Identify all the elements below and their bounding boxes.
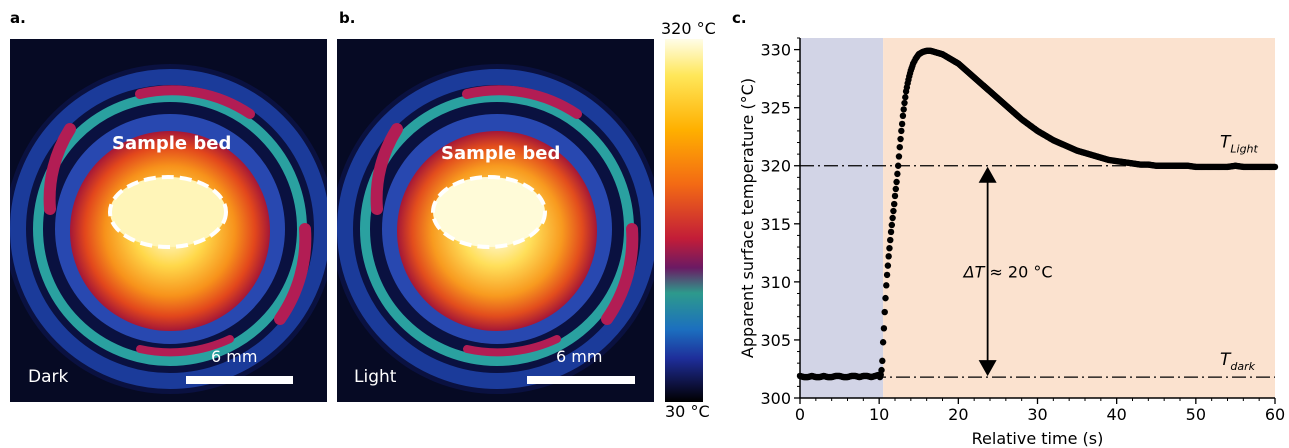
colorbar-min-label: 30 °C	[665, 402, 710, 421]
delta-t-value: ≈ 20 °C	[984, 262, 1052, 281]
data-point	[885, 253, 892, 260]
x-axis-label: Relative time (s)	[972, 429, 1104, 448]
condition-label-light: Light	[354, 367, 397, 387]
reference-line-label: Tdark	[1220, 350, 1256, 373]
temperature-colorbar	[665, 39, 703, 402]
x-tick-label: 20	[948, 405, 968, 424]
y-tick-label: 325	[760, 99, 791, 118]
dark-period-shading	[800, 38, 884, 398]
y-tick-label: 305	[760, 331, 791, 350]
thermal-image-light	[337, 39, 654, 402]
panel-b-label: b.	[339, 9, 356, 27]
data-point	[878, 366, 885, 374]
light-period-shading	[883, 38, 1275, 398]
data-point	[883, 271, 891, 279]
thermal-image-dark	[10, 39, 327, 402]
thermal-image-graphic	[337, 39, 654, 402]
data-point	[891, 192, 899, 200]
data-point	[890, 207, 897, 215]
data-point	[879, 339, 887, 346]
y-tick-label: 330	[760, 41, 791, 60]
scale-bar-label-b: 6 mm	[556, 347, 603, 366]
data-point	[901, 99, 908, 107]
data-point	[894, 162, 902, 169]
x-tick-label: 50	[1186, 405, 1206, 424]
condition-label-dark: Dark	[28, 367, 69, 387]
data-point	[891, 200, 898, 208]
data-point	[886, 244, 893, 252]
x-tick-label: 40	[1106, 405, 1126, 424]
data-point	[899, 112, 907, 120]
reference-line-subscript: dark	[1230, 360, 1255, 373]
data-point	[902, 94, 909, 101]
y-axis-ticks: 300 305 310 315 320 325 330	[760, 37, 800, 408]
x-tick-label: 30	[1027, 405, 1047, 424]
data-point	[883, 282, 890, 289]
scale-bar-b	[527, 376, 635, 384]
reference-line-subscript: Light	[1230, 143, 1258, 156]
data-point	[895, 153, 903, 160]
arrow-head-up	[978, 166, 997, 183]
sample-bed-label-a: Sample bed	[112, 133, 232, 154]
arrow-head-down	[978, 360, 997, 377]
x-tick-label: 0	[795, 405, 805, 424]
thermal-image-graphic	[10, 39, 327, 402]
data-point	[898, 127, 905, 135]
data-point	[894, 170, 901, 178]
x-tick-label: 60	[1265, 405, 1285, 424]
y-tick-label: 315	[760, 215, 791, 234]
delta-t-symbol: ΔT	[962, 262, 986, 281]
panel-c-label: c.	[732, 9, 747, 27]
delta-t-arrow	[978, 166, 997, 377]
y-tick-label: 300	[760, 389, 791, 408]
reference-line-symbol: T	[1220, 133, 1232, 153]
scale-bar-a	[186, 376, 293, 384]
panel-a-label: a.	[10, 9, 26, 27]
colorbar-max-label: 320 °C	[661, 19, 716, 38]
data-point	[900, 106, 907, 113]
data-point	[887, 236, 894, 244]
data-points	[796, 47, 1279, 381]
y-tick-label: 310	[760, 273, 791, 292]
data-point	[880, 325, 888, 332]
data-point	[893, 178, 900, 186]
data-point	[892, 185, 899, 193]
data-point	[888, 221, 896, 229]
data-point	[881, 308, 888, 316]
data-point	[898, 120, 906, 128]
data-point	[882, 294, 889, 302]
reference-line-symbol: T	[1220, 350, 1232, 370]
y-axis-label: Apparent surface temperature (°C)	[738, 78, 757, 358]
data-point	[879, 357, 886, 365]
x-axis-ticks: 0 10 20 30 40 50 60	[795, 398, 1285, 424]
delta-t-label: ΔT ≈ 20 °C	[962, 262, 1053, 281]
data-point	[884, 262, 892, 269]
data-point	[1271, 163, 1279, 171]
data-point	[889, 214, 896, 222]
sample-bed-label-b: Sample bed	[441, 143, 561, 164]
scale-bar-label-a: 6 mm	[211, 347, 258, 366]
data-point	[896, 143, 903, 151]
x-tick-label: 10	[869, 405, 889, 424]
y-tick-label: 320	[760, 157, 791, 176]
data-point	[887, 228, 895, 236]
data-point	[897, 135, 904, 143]
reference-line-label: TLight	[1220, 133, 1259, 156]
